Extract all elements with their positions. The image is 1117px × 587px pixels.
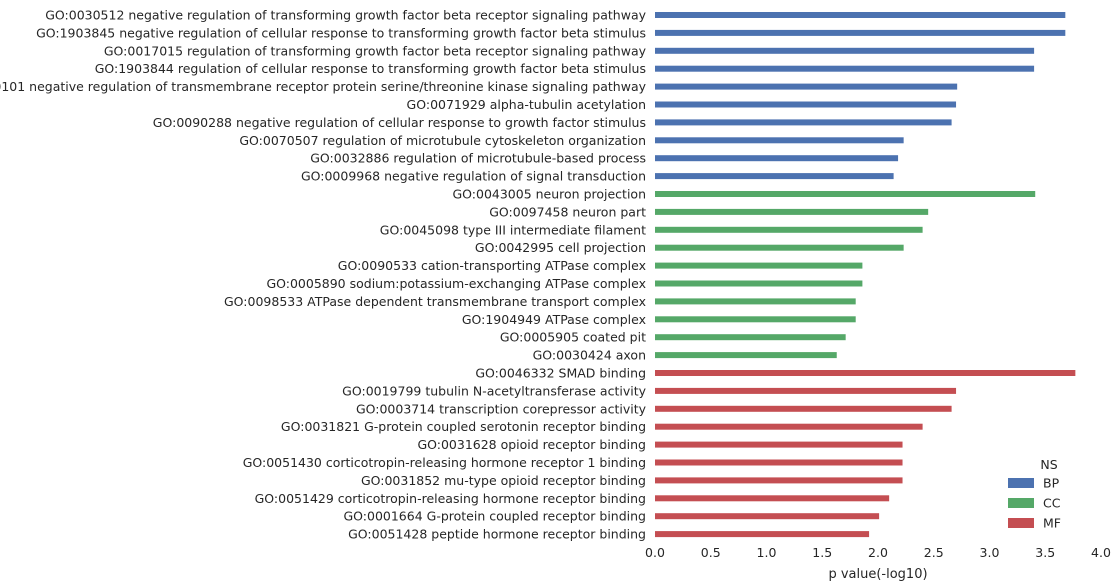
category-label-19: GO:0030424 axon — [533, 348, 646, 363]
legend-label-cc: CC — [1043, 496, 1061, 511]
x-tick-label-6: 3.0 — [980, 545, 1000, 560]
category-label-23: GO:0031821 G-protein coupled serotonin r… — [281, 419, 646, 434]
x-tick-label-5: 2.5 — [924, 545, 944, 560]
category-label-29: GO:0051428 peptide hormone receptor bind… — [348, 527, 646, 542]
x-tick-label-0: 0.0 — [645, 545, 665, 560]
bar-0 — [655, 12, 1066, 18]
legend-swatch-bp — [1008, 478, 1034, 488]
category-label-8: GO:0032886 regulation of microtubule-bas… — [310, 151, 646, 166]
bar-5 — [655, 101, 957, 108]
bar-1 — [655, 29, 1066, 36]
bar-12 — [655, 226, 923, 233]
x-axis-label: p value(-log10) — [828, 567, 927, 582]
category-label-5: GO:0071929 alpha-tubulin acetylation — [407, 97, 646, 112]
x-tick-label-2: 1.0 — [757, 545, 777, 560]
bar-3 — [655, 65, 1035, 72]
bar-28 — [655, 513, 880, 520]
legend-label-mf: MF — [1043, 516, 1061, 531]
bar-23 — [655, 423, 923, 430]
legend-swatch-mf — [1008, 518, 1034, 528]
category-label-4: GO:0090101 negative regulation of transm… — [0, 79, 647, 94]
category-label-15: GO:0005890 sodium:potassium-exchanging A… — [266, 276, 646, 291]
x-tick-label-4: 2.0 — [868, 545, 888, 560]
legend-label-bp: BP — [1043, 476, 1060, 491]
category-label-3: GO:1903844 regulation of cellular respon… — [95, 61, 646, 76]
bar-22 — [655, 405, 952, 412]
category-label-12: GO:0045098 type III intermediate filamen… — [380, 222, 646, 237]
bar-21 — [655, 387, 957, 394]
category-label-0: GO:0030512 negative regulation of transf… — [45, 8, 646, 23]
x-tick-label-1: 0.5 — [701, 545, 721, 560]
legend-swatch-cc — [1008, 498, 1034, 508]
category-label-21: GO:0019799 tubulin N-acetyltransferase a… — [342, 383, 646, 398]
category-label-22: GO:0003714 transcription corepressor act… — [356, 401, 647, 416]
bar-9 — [655, 173, 894, 180]
bar-15 — [655, 280, 863, 287]
bar-26 — [655, 477, 903, 484]
bar-25 — [655, 459, 903, 466]
category-label-16: GO:0098533 ATPase dependent transmembran… — [224, 294, 646, 309]
bar-2 — [655, 47, 1035, 54]
category-label-28: GO:0001664 G-protein coupled receptor bi… — [343, 509, 646, 524]
x-tick-label-3: 1.5 — [812, 545, 832, 560]
bar-14 — [655, 262, 863, 269]
category-labels: GO:0030512 negative regulation of transf… — [0, 8, 647, 542]
bar-27 — [655, 495, 890, 502]
legend: NS BP CC MF — [1008, 457, 1061, 531]
bar-17 — [655, 316, 856, 323]
bar-18 — [655, 334, 846, 341]
x-axis-ticks: 0.0 0.5 1.0 1.5 2.0 2.5 3.0 3.5 4.0 — [645, 545, 1111, 560]
bar-29 — [655, 531, 870, 538]
bar-4 — [655, 83, 958, 90]
category-label-2: GO:0017015 regulation of transforming gr… — [104, 43, 647, 58]
category-label-24: GO:0031628 opioid receptor binding — [417, 437, 646, 452]
bar-10 — [655, 191, 1036, 197]
category-label-10: GO:0043005 neuron projection — [452, 187, 646, 202]
bar-13 — [655, 244, 904, 251]
category-label-6: GO:0090288 negative regulation of cellul… — [153, 115, 646, 130]
bars-group — [655, 12, 1076, 538]
category-label-26: GO:0031852 mu-type opioid receptor bindi… — [361, 473, 646, 488]
bar-20 — [655, 370, 1076, 376]
bar-16 — [655, 298, 856, 305]
category-label-1: GO:1903845 negative regulation of cellul… — [36, 25, 646, 40]
category-label-17: GO:1904949 ATPase complex — [462, 312, 646, 327]
category-label-13: GO:0042995 cell projection — [475, 240, 646, 255]
bar-6 — [655, 119, 952, 126]
category-label-11: GO:0097458 neuron part — [489, 204, 646, 219]
category-label-25: GO:0051430 corticotropin-releasing hormo… — [243, 455, 646, 470]
bar-7 — [655, 137, 904, 144]
category-label-20: GO:0046332 SMAD binding — [475, 366, 646, 381]
x-tick-label-8: 4.0 — [1091, 545, 1111, 560]
category-label-9: GO:0009968 negative regulation of signal… — [301, 169, 646, 184]
bar-24 — [655, 441, 903, 448]
category-label-27: GO:0051429 corticotropin-releasing hormo… — [255, 491, 646, 506]
legend-title: NS — [1040, 457, 1057, 472]
bar-19 — [655, 352, 837, 359]
bar-8 — [655, 155, 899, 162]
category-label-14: GO:0090533 cation-transporting ATPase co… — [338, 258, 646, 273]
category-label-18: GO:0005905 coated pit — [500, 330, 646, 345]
x-tick-label-7: 3.5 — [1035, 545, 1055, 560]
bar-11 — [655, 208, 929, 215]
category-label-7: GO:0070507 regulation of microtubule cyt… — [239, 133, 646, 148]
